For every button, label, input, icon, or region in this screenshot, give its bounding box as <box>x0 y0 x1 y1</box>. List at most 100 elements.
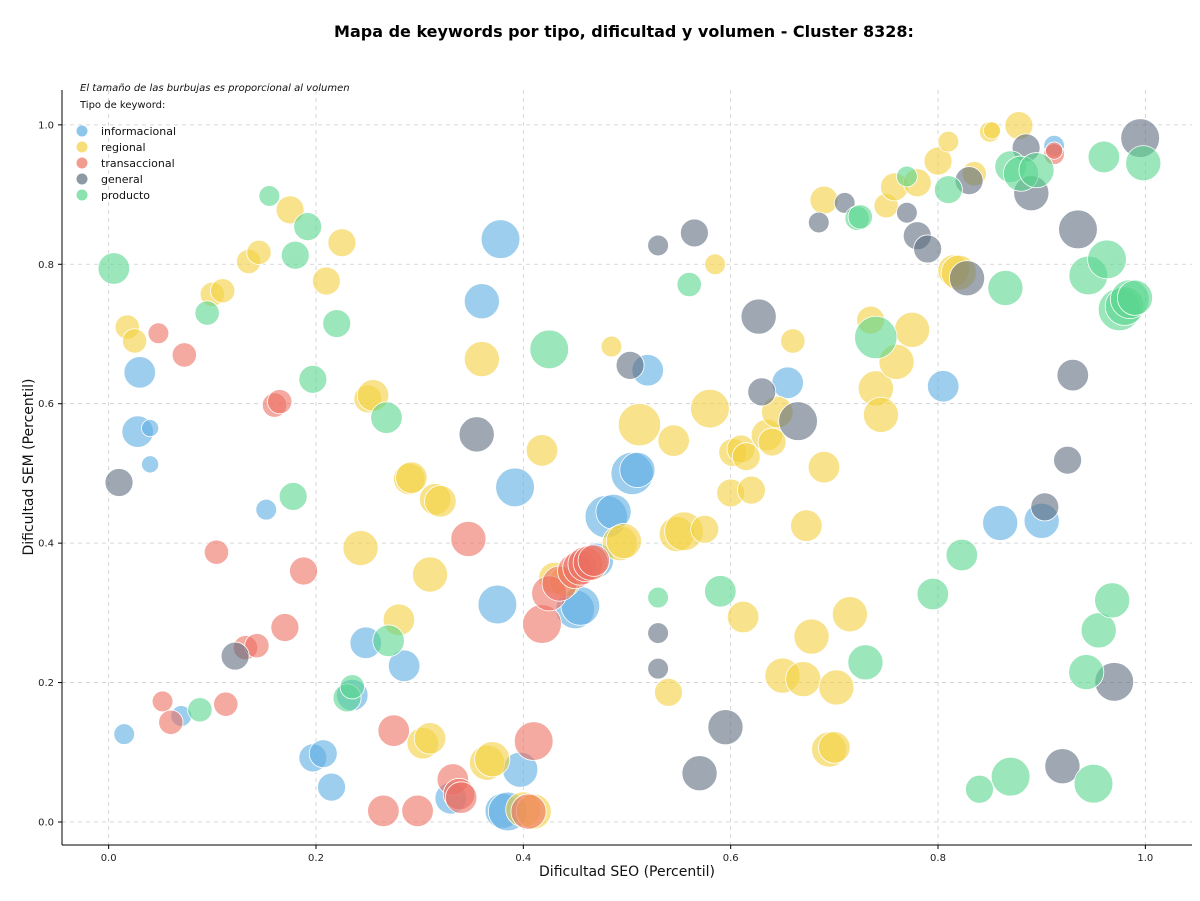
bubble-transaccional <box>510 793 547 830</box>
bubble-regional <box>311 266 341 296</box>
bubble-regional <box>862 396 899 433</box>
bubble-regional <box>690 388 730 429</box>
legend-marker-general <box>76 173 88 185</box>
bubble-producto <box>1125 145 1162 182</box>
legend-label-transaccional: transaccional <box>101 157 175 170</box>
bubble-informacional <box>141 455 160 474</box>
bubble-general <box>1058 209 1098 250</box>
bubble-transaccional <box>158 709 184 735</box>
bubble-producto <box>1087 140 1121 174</box>
bubble-regional <box>342 530 379 567</box>
bubble-general <box>458 416 495 453</box>
bubble-regional <box>690 514 720 544</box>
legend-marker-regional <box>76 141 88 153</box>
y-tick-label: 0.4 <box>38 539 54 550</box>
bubble-regional <box>474 741 511 778</box>
bubble-regional <box>731 442 761 472</box>
bubble-transaccional <box>270 613 300 642</box>
bubble-transaccional <box>513 721 554 761</box>
grid <box>62 90 1192 845</box>
bubble-producto <box>933 175 963 205</box>
bubble-general <box>681 755 718 792</box>
bubble-producto <box>97 252 131 285</box>
bubble-regional <box>463 341 500 378</box>
y-tick-label: 0.8 <box>38 260 54 271</box>
legend-label-regional: regional <box>101 141 146 154</box>
bubble-regional <box>809 185 839 215</box>
bubble-producto <box>647 586 669 609</box>
series-general <box>104 118 1160 792</box>
bubble-regional <box>413 722 447 755</box>
legend-label-informacional: informacional <box>101 125 176 138</box>
bubble-general <box>913 234 943 264</box>
bubble-producto <box>1094 582 1131 619</box>
bubble-producto <box>194 300 220 326</box>
bubble-general <box>220 641 250 671</box>
x-ticks: 0.0 0.2 0.4 0.6 0.8 1.0 <box>101 845 1153 864</box>
bubble-regional <box>412 556 449 593</box>
bubble-producto <box>896 165 918 188</box>
bubble-producto <box>704 575 737 608</box>
bubble-regional <box>793 618 830 655</box>
bubble-regional <box>654 677 683 707</box>
bubble-regional <box>327 228 357 258</box>
bubble-informacional <box>308 739 338 769</box>
series-transaccional <box>147 141 1065 830</box>
bubble-regional <box>982 121 1001 140</box>
bubble-transaccional <box>377 714 410 747</box>
bubble-producto <box>322 309 352 338</box>
bubble-producto <box>1116 279 1153 316</box>
bubble-regional <box>605 523 642 560</box>
bubble-producto <box>1018 152 1055 189</box>
y-tick-label: 0.0 <box>38 817 54 828</box>
bubble-informacional <box>123 356 156 389</box>
bubble-producto <box>990 756 1031 797</box>
y-tick-label: 0.2 <box>38 678 54 689</box>
bubble-producto <box>854 315 898 360</box>
bubble-general <box>1053 445 1082 475</box>
bubble-general <box>778 401 818 441</box>
bubbles-layer <box>97 111 1162 832</box>
bubble-regional <box>818 669 855 706</box>
bubble-regional <box>704 253 726 276</box>
bubble-producto <box>280 240 310 270</box>
x-tick-label: 0.0 <box>101 853 117 864</box>
bubble-regional <box>210 278 236 304</box>
size-note: El tamaño de las burbujas es proporciona… <box>80 83 350 94</box>
bubble-producto <box>293 212 323 242</box>
bubble-general <box>747 377 777 407</box>
x-tick-label: 1.0 <box>1137 853 1153 864</box>
bubble-informacional <box>477 584 518 625</box>
bubble-regional <box>617 403 662 447</box>
bubble-regional <box>737 475 766 505</box>
bubble-informacional <box>387 649 421 683</box>
bubble-informacional <box>141 419 160 438</box>
bubble-general <box>1044 748 1081 785</box>
x-tick-label: 0.6 <box>723 853 739 864</box>
bubble-general <box>679 218 709 248</box>
legend-label-general: general <box>101 173 143 186</box>
bubble-informacional <box>495 467 535 508</box>
series-regional <box>114 111 1034 830</box>
bubble-general <box>807 211 830 234</box>
bubble-regional <box>657 424 690 457</box>
bubble-regional <box>818 731 851 764</box>
bubble-regional <box>600 335 623 358</box>
legend-title: Tipo de keyword: <box>79 100 165 111</box>
bubble-producto <box>339 674 365 700</box>
series-informacional <box>113 134 1065 832</box>
x-tick-label: 0.8 <box>930 853 946 864</box>
bubble-general <box>896 201 918 224</box>
legend: informacional regional transaccional genera… <box>76 125 176 202</box>
bubble-producto <box>987 269 1024 306</box>
bubble-producto <box>1080 612 1117 649</box>
bubble-regional <box>121 328 148 354</box>
bubble-regional <box>894 311 931 348</box>
bubble-producto <box>945 538 979 572</box>
bubble-producto <box>372 624 405 657</box>
bubble-transaccional <box>522 604 562 644</box>
bubble-transaccional <box>401 794 434 828</box>
bubble-informacional <box>619 451 656 488</box>
bubble-informacional <box>771 366 804 399</box>
